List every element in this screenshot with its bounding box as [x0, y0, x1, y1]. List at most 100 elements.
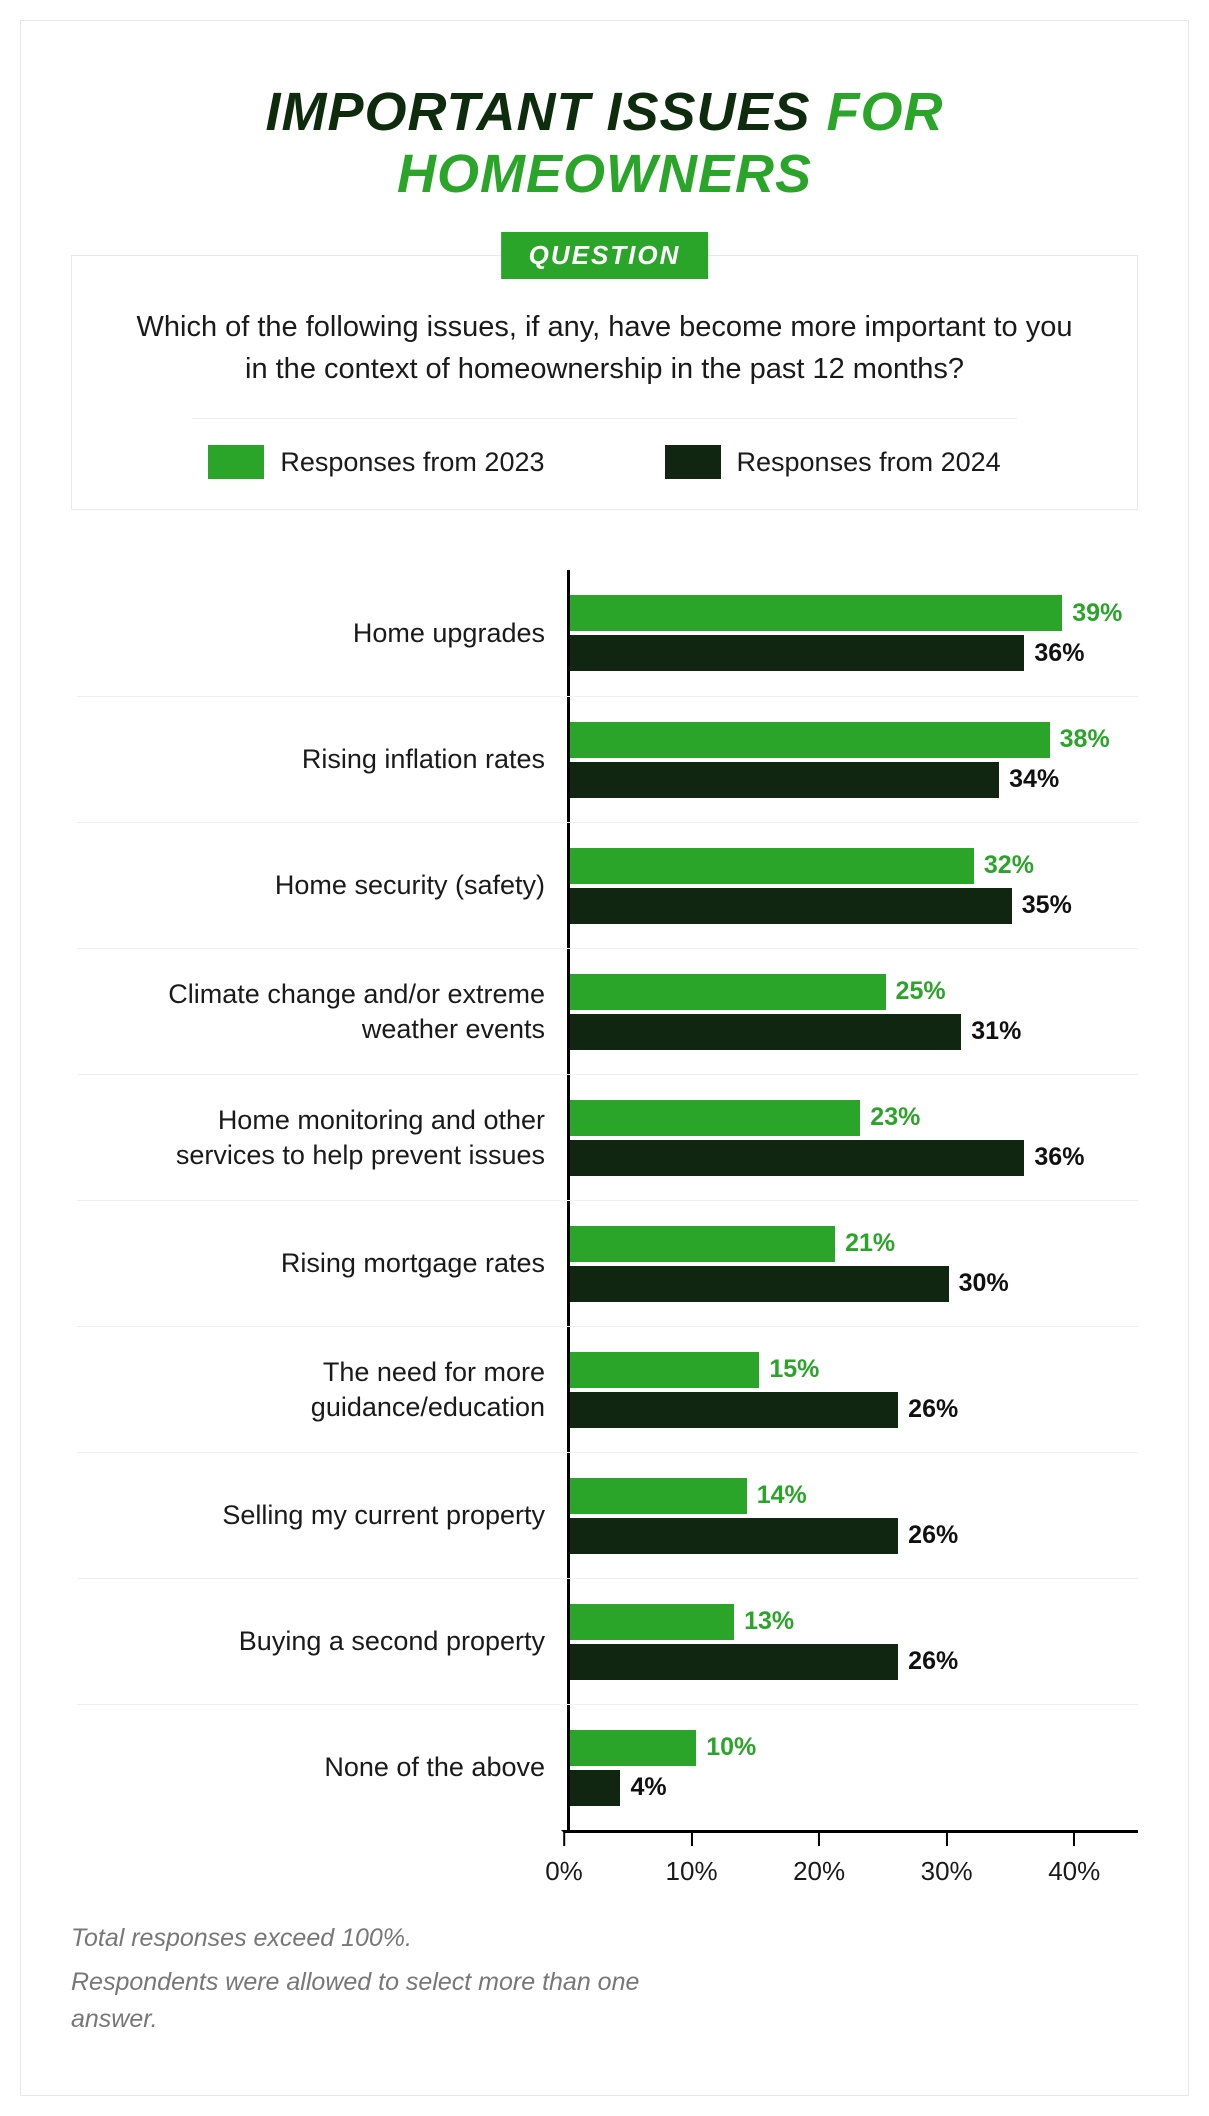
bar: [570, 1770, 620, 1806]
x-tick: 40%: [1048, 1832, 1100, 1887]
bar-wrap: 31%: [570, 1014, 1138, 1050]
x-tick-label: 20%: [793, 1856, 845, 1887]
row-bars: 38%34%: [567, 697, 1138, 822]
bar-value: 25%: [896, 977, 946, 1006]
legend-label: Responses from 2023: [280, 447, 544, 478]
bar-value: 21%: [845, 1229, 895, 1258]
bar: [570, 848, 974, 884]
x-axis-line: 0%10%20%30%40%: [561, 1830, 1138, 1890]
x-axis: 0% 10% 20% 30% 40%: [71, 1830, 1138, 1890]
bar-wrap: 36%: [570, 635, 1138, 671]
chart-rows: Home upgrades39%36%Rising inflation rate…: [77, 570, 1138, 1830]
row-bars: 25%31%: [567, 949, 1138, 1074]
x-tick-label: 30%: [921, 1856, 973, 1887]
bar-wrap: 15%: [570, 1352, 1138, 1388]
footnote: Respondents were allowed to select more …: [71, 1964, 691, 2039]
chart-row: Home monitoring and other services to he…: [77, 1074, 1138, 1200]
question-box: QUESTION Which of the following issues, …: [71, 255, 1138, 510]
legend-item: Responses from 2023: [208, 445, 544, 479]
question-text: Which of the following issues, if any, h…: [132, 306, 1077, 390]
bar-wrap: 23%: [570, 1100, 1138, 1136]
category-label: Home upgrades: [77, 570, 567, 696]
x-tick-label: 10%: [666, 1856, 718, 1887]
footnote: Total responses exceed 100%.: [71, 1920, 691, 1958]
bar-value: 32%: [984, 851, 1034, 880]
category-label: Climate change and/or extreme weather ev…: [77, 949, 567, 1074]
infographic-container: IMPORTANT ISSUES FOR HOMEOWNERS QUESTION…: [20, 20, 1189, 2096]
bar-value: 35%: [1022, 891, 1072, 920]
bar-wrap: 36%: [570, 1140, 1138, 1176]
chart-row: Home security (safety)32%35%: [77, 822, 1138, 948]
bar-value: 13%: [744, 1607, 794, 1636]
bar: [570, 1730, 696, 1766]
category-label: Rising mortgage rates: [77, 1201, 567, 1326]
chart-row: Home upgrades39%36%: [77, 570, 1138, 696]
main-title: IMPORTANT ISSUES FOR HOMEOWNERS: [71, 81, 1138, 205]
bar-value: 36%: [1034, 1143, 1084, 1172]
bar: [570, 1352, 759, 1388]
row-bars: 39%36%: [567, 570, 1138, 696]
category-label: The need for more guidance/education: [77, 1327, 567, 1452]
bar-wrap: 4%: [570, 1770, 1138, 1806]
chart-row: Climate change and/or extreme weather ev…: [77, 948, 1138, 1074]
category-label: Rising inflation rates: [77, 697, 567, 822]
bar: [570, 1604, 734, 1640]
bar: [570, 1226, 835, 1262]
bar-value: 30%: [959, 1269, 1009, 1298]
x-tick: 10%: [666, 1832, 718, 1887]
bar-value: 26%: [908, 1647, 958, 1676]
category-label: Home monitoring and other services to he…: [77, 1075, 567, 1200]
bar: [570, 1392, 898, 1428]
bar-wrap: 21%: [570, 1226, 1138, 1262]
bar-wrap: 39%: [570, 595, 1138, 631]
bar-value: 34%: [1009, 765, 1059, 794]
category-label: None of the above: [77, 1705, 567, 1830]
row-bars: 21% 30%: [567, 1201, 1138, 1326]
question-badge: QUESTION: [501, 232, 709, 279]
bar-wrap: 32%: [570, 848, 1138, 884]
bar: [570, 974, 886, 1010]
bar-wrap: 38%: [570, 722, 1138, 758]
bar: [570, 1518, 898, 1554]
x-tick: 20%: [793, 1832, 845, 1887]
bar-value: 38%: [1060, 725, 1110, 754]
bar: [570, 595, 1062, 631]
bar-value: 26%: [908, 1521, 958, 1550]
x-tick-label: 0%: [545, 1856, 583, 1887]
bar-value: 10%: [706, 1733, 756, 1762]
bar-wrap: 30%: [570, 1266, 1138, 1302]
bar: [570, 1478, 747, 1514]
legend-label: Responses from 2024: [737, 447, 1001, 478]
row-bars: 15% 26%: [567, 1327, 1138, 1452]
x-tick: 30%: [921, 1832, 973, 1887]
bar: [570, 635, 1024, 671]
legend: Responses from 2023 Responses from 2024: [132, 419, 1077, 479]
row-bars: 14% 26%: [567, 1453, 1138, 1578]
bar-wrap: 13%: [570, 1604, 1138, 1640]
bar-value: 26%: [908, 1395, 958, 1424]
bar-value: 15%: [769, 1355, 819, 1384]
bar-wrap: 26%: [570, 1644, 1138, 1680]
legend-item: Responses from 2024: [665, 445, 1001, 479]
bar: [570, 1100, 860, 1136]
x-tick: 0%: [545, 1832, 583, 1887]
bar: [570, 1266, 949, 1302]
row-bars: 10%4%: [567, 1705, 1138, 1830]
bar: [570, 762, 999, 798]
bar-wrap: 25%: [570, 974, 1138, 1010]
chart-row: Rising mortgage rates 21% 30%: [77, 1200, 1138, 1326]
legend-swatch: [665, 445, 721, 479]
bar-value: 23%: [870, 1103, 920, 1132]
row-bars: 23% 36%: [567, 1075, 1138, 1200]
bar-value: 14%: [757, 1481, 807, 1510]
bar: [570, 722, 1050, 758]
chart-row: None of the above10%4%: [77, 1704, 1138, 1830]
row-bars: 32%35%: [567, 823, 1138, 948]
row-bars: 13% 26%: [567, 1579, 1138, 1704]
bar: [570, 1140, 1024, 1176]
footnotes: Total responses exceed 100%. Respondents …: [71, 1920, 691, 2039]
title-part-1: IMPORTANT ISSUES: [265, 82, 810, 142]
bar-wrap: 26%: [570, 1392, 1138, 1428]
bar-chart: Home upgrades39%36%Rising inflation rate…: [71, 570, 1138, 1830]
legend-swatch: [208, 445, 264, 479]
